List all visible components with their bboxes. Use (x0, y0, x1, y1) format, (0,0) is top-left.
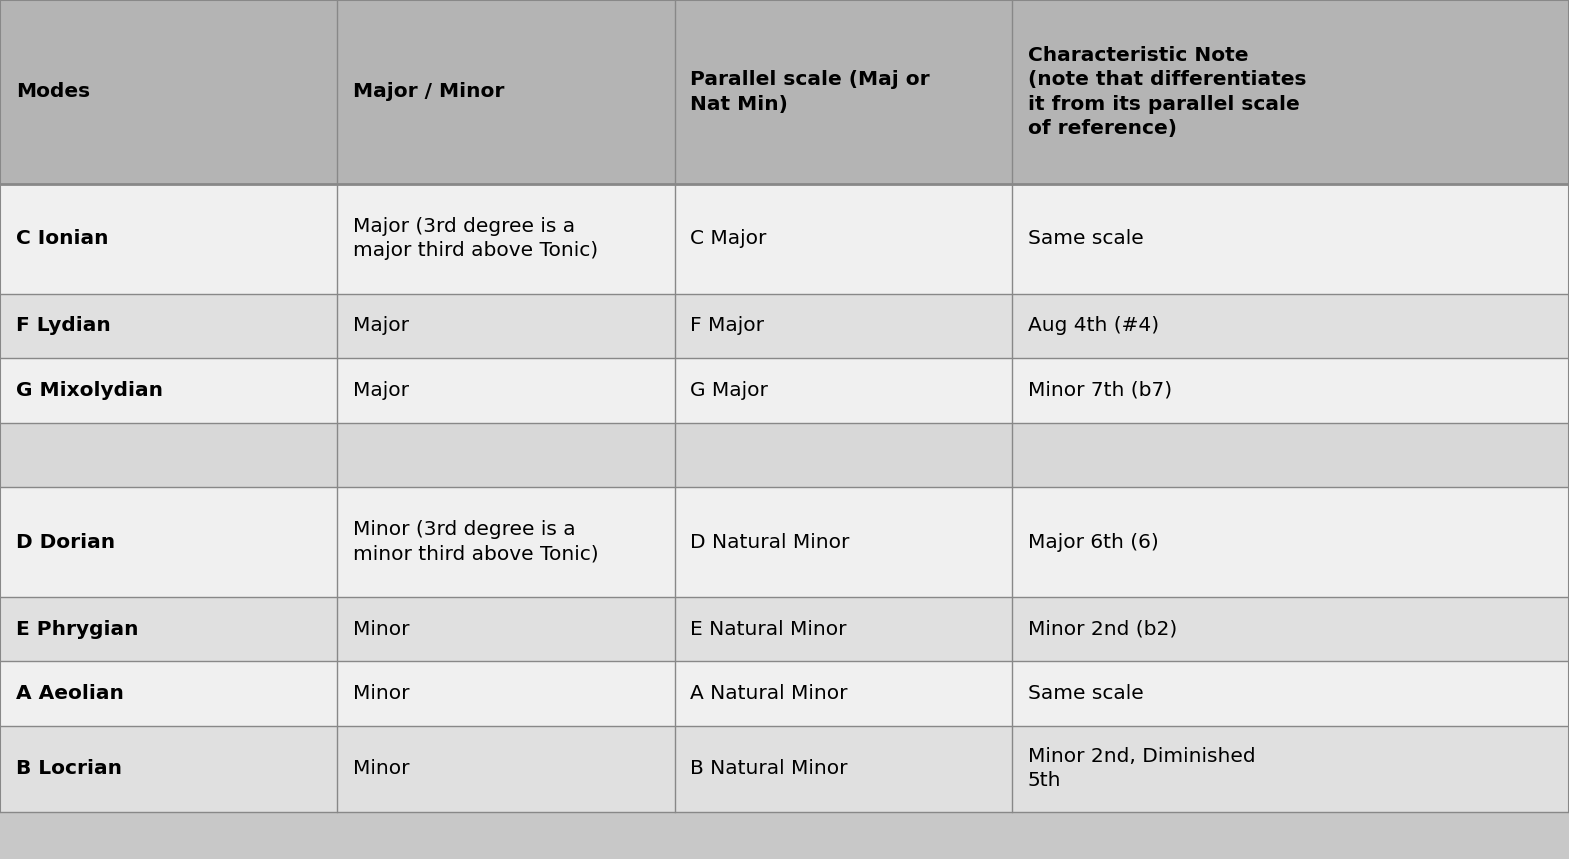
Text: A Natural Minor: A Natural Minor (690, 684, 847, 704)
Bar (0, 661, 1569, 726)
Text: C Ionian: C Ionian (16, 229, 108, 248)
Text: Minor 7th (b7): Minor 7th (b7) (1028, 381, 1172, 400)
Text: Major: Major (353, 381, 410, 400)
Bar (0, 726, 1569, 812)
Text: A Aeolian: A Aeolian (16, 684, 124, 704)
Text: Minor: Minor (353, 759, 410, 778)
Text: D Natural Minor: D Natural Minor (690, 533, 850, 551)
Text: Major (3rd degree is a
major third above Tonic): Major (3rd degree is a major third above… (353, 217, 598, 260)
Text: B Locrian: B Locrian (16, 759, 122, 778)
Bar (0, 358, 1569, 423)
Text: Modes: Modes (16, 82, 89, 101)
Text: B Natural Minor: B Natural Minor (690, 759, 847, 778)
Text: F Major: F Major (690, 316, 764, 336)
Text: E Natural Minor: E Natural Minor (690, 619, 847, 639)
Bar (0, 487, 1569, 597)
Bar (0, 294, 1569, 358)
Text: C Major: C Major (690, 229, 767, 248)
Text: Minor: Minor (353, 619, 410, 639)
Text: Major / Minor: Major / Minor (353, 82, 504, 101)
Text: Minor (3rd degree is a
minor third above Tonic): Minor (3rd degree is a minor third above… (353, 521, 599, 564)
Text: Minor: Minor (353, 684, 410, 704)
Text: G Major: G Major (690, 381, 769, 400)
Text: Major 6th (6): Major 6th (6) (1028, 533, 1158, 551)
Text: Major: Major (353, 316, 410, 336)
Text: G Mixolydian: G Mixolydian (16, 381, 163, 400)
Text: Same scale: Same scale (1028, 684, 1144, 704)
Bar (0, 423, 1569, 487)
Text: Minor 2nd, Diminished
5th: Minor 2nd, Diminished 5th (1028, 747, 1255, 790)
Text: Parallel scale (Maj or
Nat Min): Parallel scale (Maj or Nat Min) (690, 70, 930, 113)
Text: D Dorian: D Dorian (16, 533, 115, 551)
Bar (0, 184, 1569, 294)
Text: F Lydian: F Lydian (16, 316, 110, 336)
Bar (0, 597, 1569, 661)
Text: E Phrygian: E Phrygian (16, 619, 138, 639)
Bar (0, 812, 1569, 859)
Text: Minor 2nd (b2): Minor 2nd (b2) (1028, 619, 1177, 639)
Text: Same scale: Same scale (1028, 229, 1144, 248)
Text: Characteristic Note
(note that differentiates
it from its parallel scale
of refe: Characteristic Note (note that different… (1028, 46, 1307, 137)
Bar (0, 0, 1569, 184)
Text: Aug 4th (#4): Aug 4th (#4) (1028, 316, 1159, 336)
